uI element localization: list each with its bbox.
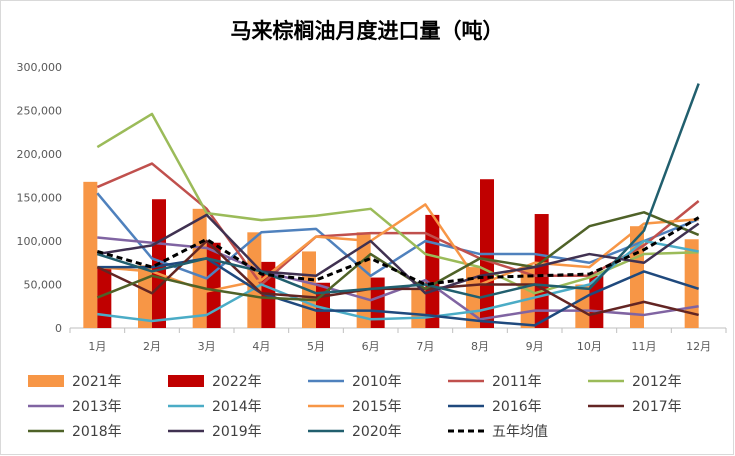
legend-label: 2015年 bbox=[352, 399, 402, 415]
x-axis: 1月 2月 3月 4月 5月 6月 7月 8月 9月 10月 11月 12月 bbox=[69, 327, 727, 353]
legend-label: 2012年 bbox=[632, 374, 682, 390]
line-series-group bbox=[96, 83, 700, 327]
line-五年均值 bbox=[96, 216, 700, 286]
bar-2022年 bbox=[370, 277, 385, 328]
legend-label: 2011年 bbox=[492, 374, 542, 390]
legend-label: 2018年 bbox=[72, 424, 122, 440]
legend-label: 2010年 bbox=[352, 374, 402, 390]
x-tick-label: 12月 bbox=[686, 340, 711, 353]
x-tick-label: 1月 bbox=[88, 340, 106, 353]
line-2012年 bbox=[96, 112, 699, 295]
legend-label: 2021年 bbox=[72, 374, 122, 390]
bar-2021年 bbox=[83, 181, 98, 328]
legend-swatch bbox=[168, 375, 204, 387]
chart-title: 马来棕榈油月度进口量（吨） bbox=[231, 19, 504, 43]
y-tick-label: 0 bbox=[55, 322, 62, 335]
y-tick-label: 300,000 bbox=[17, 61, 63, 74]
line-2015年 bbox=[97, 203, 699, 293]
x-tick-label: 3月 bbox=[198, 340, 216, 353]
legend-label: 2016年 bbox=[492, 399, 542, 415]
y-axis: 0 50,000 100,000 150,000 200,000 250,000 300,0… bbox=[17, 61, 63, 335]
line-2013年 bbox=[97, 236, 699, 321]
legend-label: 2022年 bbox=[212, 374, 262, 390]
x-tick-label: 9月 bbox=[526, 340, 544, 353]
x-tick-label: 10月 bbox=[577, 340, 602, 353]
line-2017年 bbox=[96, 239, 699, 317]
legend-label: 2019年 bbox=[212, 424, 262, 440]
y-tick-label: 50,000 bbox=[24, 279, 63, 292]
bar-2021年 bbox=[192, 208, 207, 328]
x-tick-label: 11月 bbox=[632, 340, 657, 353]
y-tick-label: 100,000 bbox=[17, 235, 63, 248]
x-tick-label: 5月 bbox=[307, 340, 325, 353]
y-tick-label: 250,000 bbox=[17, 105, 63, 118]
line-2018年 bbox=[96, 211, 700, 302]
x-tick-label: 7月 bbox=[416, 340, 434, 353]
x-tick-label: 2月 bbox=[143, 340, 161, 353]
x-tick-label: 6月 bbox=[362, 340, 380, 353]
y-tick-label: 150,000 bbox=[17, 192, 63, 205]
legend-swatch bbox=[28, 375, 64, 387]
x-tick-label: 8月 bbox=[471, 340, 489, 353]
legend-label: 2013年 bbox=[72, 399, 122, 415]
line-2014年 bbox=[97, 239, 699, 323]
bar-2022年 bbox=[97, 267, 112, 328]
legend-label: 2017年 bbox=[632, 399, 682, 415]
y-tick-label: 200,000 bbox=[17, 148, 63, 161]
legend-label: 2020年 bbox=[352, 424, 402, 440]
bar-2022年 bbox=[534, 214, 549, 328]
bar-2021年 bbox=[575, 284, 590, 328]
x-tick-label: 4月 bbox=[252, 340, 270, 353]
bar-2022年 bbox=[425, 214, 440, 328]
line-2019年 bbox=[97, 213, 700, 295]
line-2020年 bbox=[96, 83, 700, 299]
legend-label: 五年均值 bbox=[492, 424, 548, 440]
legend: 2021年 2022年 2010年 2011年 2012年 2013年 2014年 2015年… bbox=[28, 374, 682, 440]
legend-label: 2014年 bbox=[212, 399, 262, 415]
bar-2021年 bbox=[247, 232, 262, 328]
bar-2021年 bbox=[411, 288, 426, 328]
